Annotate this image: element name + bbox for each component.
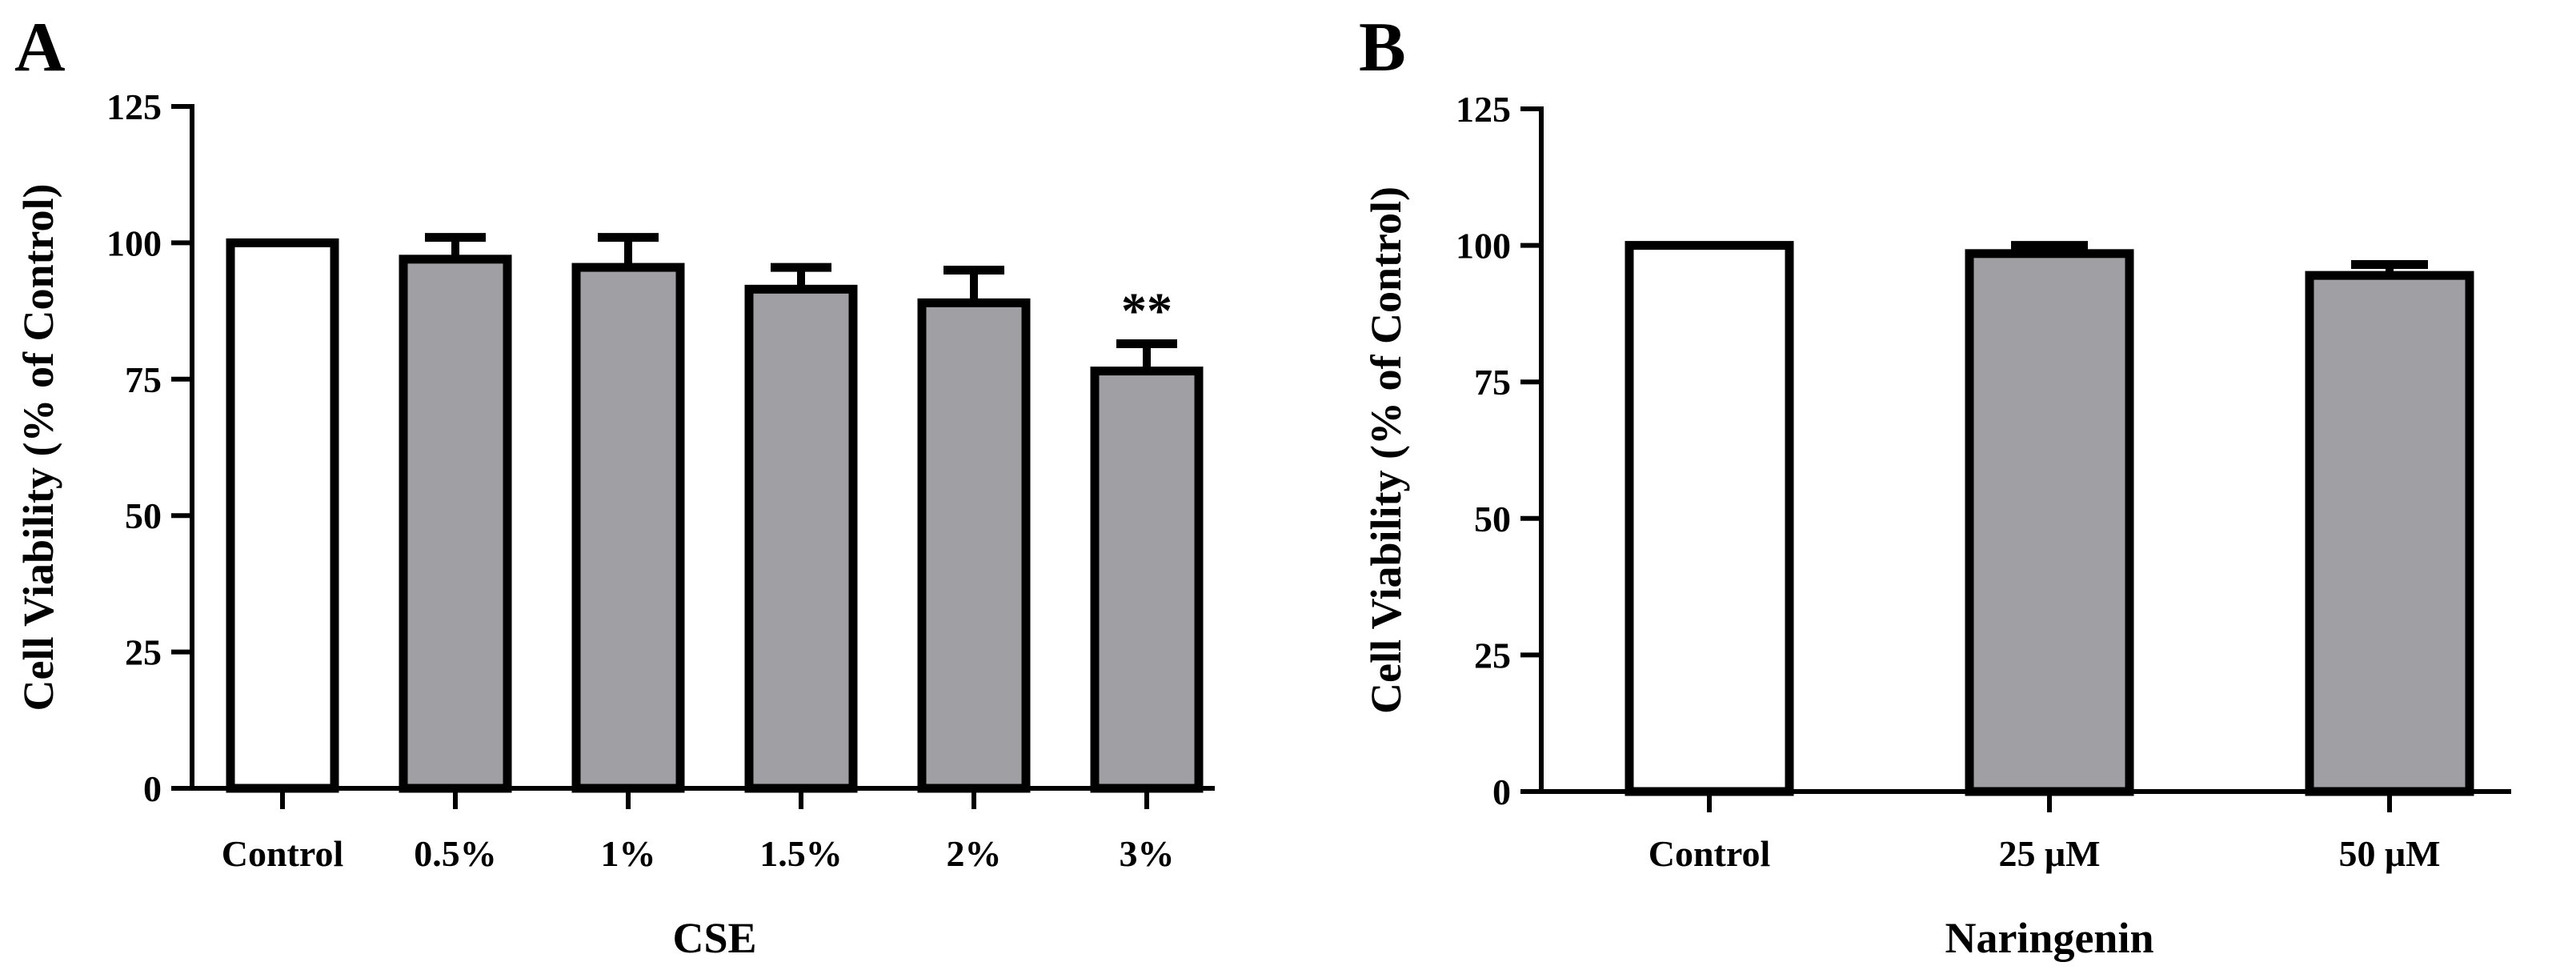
y-tick-label: 50: [1474, 499, 1511, 539]
bar: [399, 255, 512, 793]
y-axis-title: Cell Viability (% of Control): [14, 184, 62, 711]
y-tick-label: 100: [106, 222, 162, 263]
x-tick-label: 2%: [947, 833, 1002, 874]
y-tick-label: 75: [125, 359, 162, 400]
bar: [226, 238, 339, 793]
x-axis-title: Naringenin: [1945, 914, 2153, 962]
significance-label: **: [1121, 282, 1172, 339]
y-tick-label: 25: [125, 632, 162, 673]
y-tick-label: 25: [1474, 635, 1511, 675]
y-tick-label: 100: [1456, 226, 1511, 267]
y-tick-label: 0: [1492, 772, 1511, 812]
panel-a: A Control 0.5% 1% 1.5% 2% ** 3% 0 25 50 75 100 125 Cel…: [14, 9, 1215, 962]
y-tick-label: 125: [106, 86, 162, 127]
bar: [1090, 367, 1204, 793]
x-tick-label: 50 μM: [2339, 833, 2441, 874]
bar: [1625, 241, 1794, 796]
y-tick-label: 125: [1456, 89, 1511, 130]
x-axis-title: CSE: [672, 914, 756, 962]
y-axis-title: Cell Viability (% of Control): [1362, 186, 1410, 714]
y-tick-label: 75: [1474, 362, 1511, 403]
x-tick-label: Control: [222, 833, 344, 874]
x-tick-label: 1%: [601, 833, 656, 874]
bar: [571, 263, 685, 793]
bar: [744, 284, 858, 793]
x-tick-label: Control: [1649, 833, 1771, 874]
bar: [1965, 249, 2134, 796]
x-tick-label: 25 μM: [1999, 833, 2101, 874]
x-tick-label: 0.5%: [414, 833, 497, 874]
x-tick-label: 1.5%: [759, 833, 843, 874]
y-tick-label: 50: [125, 495, 162, 536]
bar: [2305, 271, 2474, 796]
y-tick-label: 0: [143, 768, 162, 809]
panel-b: B Control 25 μM 50 μM 0 25 50 75 100 125 Cell Viab…: [1359, 9, 2511, 962]
panel-letter: B: [1359, 9, 1406, 86]
panel-letter: A: [14, 9, 66, 86]
x-tick-label: 3%: [1120, 833, 1175, 874]
bar: [917, 298, 1031, 793]
